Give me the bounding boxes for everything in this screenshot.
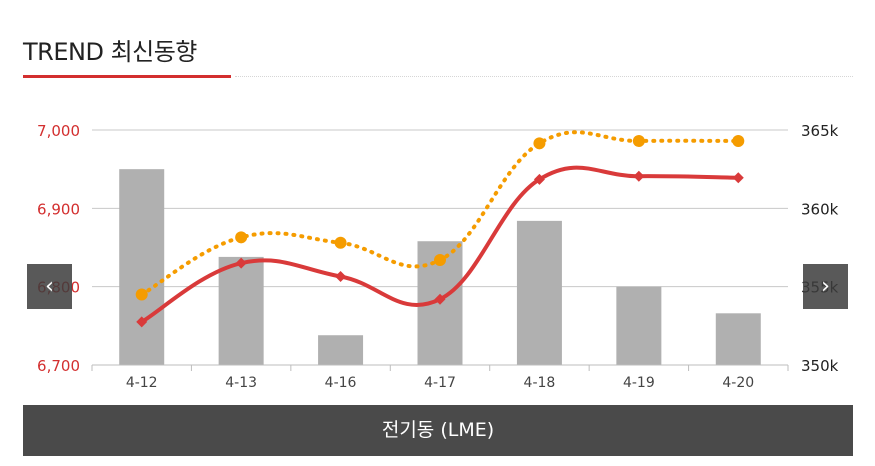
bar (119, 169, 165, 365)
x-axis-tick-label: 4-19 (623, 375, 655, 391)
series-point (235, 231, 248, 244)
page-title: TREND 최신동향 (23, 38, 197, 66)
right-axis-tick-label: 350k (801, 357, 839, 375)
left-axis-tick-label: 7,000 (37, 122, 80, 140)
series-point (633, 170, 645, 182)
commodity-label-bar[interactable]: 전기동 (LME) (23, 405, 853, 456)
series-point (434, 293, 446, 305)
commodity-label: 전기동 (LME) (381, 419, 495, 441)
bar (218, 256, 264, 365)
bar-series (119, 169, 761, 365)
series-point (335, 270, 347, 282)
x-axis-tick-label: 4-17 (424, 375, 456, 391)
series-point (533, 137, 546, 150)
left-axis-tick-label: 6,700 (37, 357, 80, 375)
title-underline (23, 75, 231, 78)
series-point (235, 257, 247, 269)
right-axis-tick-label: 360k (801, 200, 839, 218)
x-axis-tick-label: 4-16 (325, 375, 357, 391)
bar (616, 286, 662, 365)
x-axis-tick-label: 4-18 (524, 375, 556, 391)
bar (318, 335, 364, 365)
title-divider (235, 76, 853, 77)
x-axis-tick-label: 4-20 (722, 375, 754, 391)
series-point (334, 236, 347, 249)
bar (516, 220, 562, 365)
series-point (533, 173, 545, 185)
line-series (135, 130, 745, 328)
chevron-left-icon[interactable]: ‹ (27, 264, 72, 309)
series-point (434, 254, 446, 267)
x-axis-tick-label: 4-13 (225, 375, 257, 391)
series-point (732, 172, 744, 184)
right-axis-tick-label: 365k (801, 122, 839, 140)
left-axis-tick-label: 6,900 (37, 200, 80, 218)
bar (715, 313, 761, 365)
chevron-right-icon[interactable]: › (803, 264, 848, 309)
series-point (632, 134, 645, 147)
series-point (135, 288, 148, 301)
series-point (732, 134, 745, 147)
series-point (136, 316, 148, 328)
x-axis-tick-label: 4-12 (126, 375, 158, 391)
